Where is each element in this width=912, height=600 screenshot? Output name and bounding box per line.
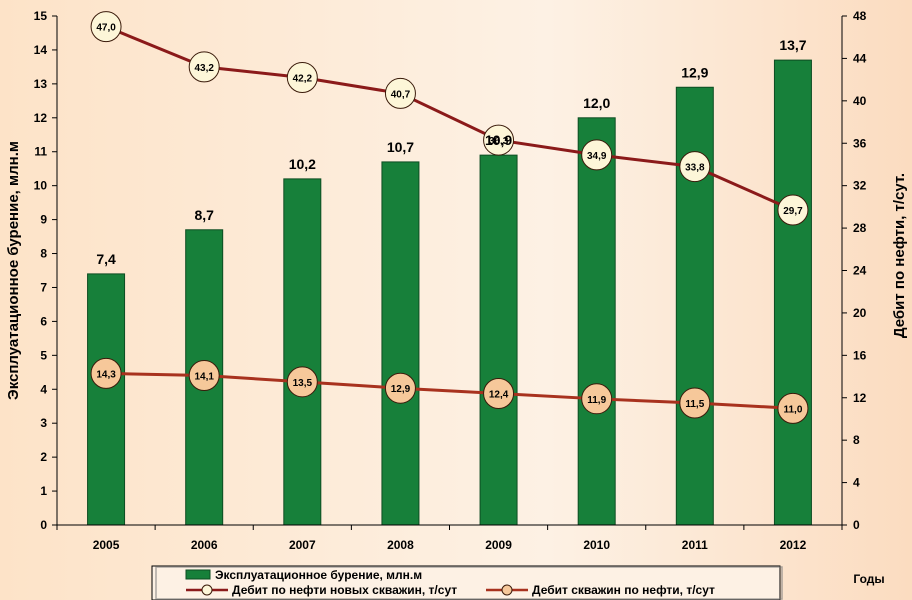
- line-data-label: 12,4: [489, 390, 509, 401]
- y-tick-label-right: 32: [853, 179, 867, 193]
- bar: [577, 117, 616, 526]
- legend-label-line-new: Дебит по нефти новых скважин, т/сут: [232, 583, 457, 597]
- line-point: [384, 372, 416, 404]
- y-tick-label-right: 28: [853, 221, 867, 235]
- bar-data-label: 10,2: [289, 156, 316, 172]
- y-tick-label-left: 3: [40, 416, 47, 430]
- legend-marker-new: [201, 584, 213, 596]
- y-tick-label-right: 48: [853, 9, 867, 23]
- bar-data-label: 10,9: [485, 132, 512, 148]
- y-tick-label-left: 12: [34, 111, 48, 125]
- y-tick-label-right: 0: [853, 518, 860, 532]
- line-point: [384, 77, 416, 109]
- y-tick-label-right: 36: [853, 136, 867, 150]
- bar-data-label: 8,7: [194, 207, 214, 223]
- line-data-label: 42,2: [293, 74, 313, 85]
- y-tick-label-right: 24: [853, 264, 867, 278]
- line-point: [777, 194, 809, 226]
- y-tick-label-left: 4: [40, 382, 47, 396]
- y-tick-label-right: 40: [853, 94, 867, 108]
- y-tick-label-right: 4: [853, 476, 860, 490]
- bar-data-label: 12,0: [583, 95, 610, 111]
- y-tick-label-right: 20: [853, 306, 867, 320]
- y-tick-label-left: 2: [40, 450, 47, 464]
- x-tick-label: 2010: [583, 538, 610, 552]
- y-tick-label-left: 7: [40, 280, 47, 294]
- y-tick-label-right: 8: [853, 433, 860, 447]
- y-tick-label-left: 13: [34, 77, 48, 91]
- bar: [479, 154, 518, 526]
- line-point: [581, 139, 613, 171]
- bar-data-label: 10,7: [387, 139, 414, 155]
- legend-marker-all: [501, 584, 513, 596]
- line-point: [286, 366, 318, 398]
- y-tick-label-left: 0: [40, 518, 47, 532]
- y-tick-label-left: 1: [40, 484, 47, 498]
- bar-data-label: 13,7: [779, 37, 806, 53]
- bar: [773, 59, 812, 526]
- y-tick-label-left: 10: [34, 179, 48, 193]
- line-data-label: 47,0: [96, 23, 116, 34]
- y-tick-label-left: 6: [40, 314, 47, 328]
- y-tick-label-left: 15: [34, 9, 48, 23]
- line-data-label: 13,5: [293, 378, 313, 389]
- bar: [381, 161, 420, 526]
- line-point: [483, 124, 515, 156]
- line-point: [483, 378, 515, 410]
- y-tick-label-right: 44: [853, 51, 867, 65]
- line-point: [777, 392, 809, 424]
- line-point: [286, 62, 318, 94]
- y-axis-title-left: Эксплуатационное бурение, млн.м: [5, 141, 22, 400]
- y-tick-label-left: 5: [40, 348, 47, 362]
- bar-data-label: 12,9: [681, 64, 708, 80]
- series-line-all-wells: [106, 371, 794, 410]
- legend-shadow: [155, 566, 783, 600]
- line-point: [188, 359, 220, 391]
- legend-swatch-bar: [185, 569, 211, 580]
- line-data-label: 33,8: [685, 163, 705, 174]
- line-data-label: 11,5: [685, 399, 704, 410]
- y-tick-label-right: 12: [853, 391, 867, 405]
- line-data-label: 14,3: [96, 369, 116, 380]
- series-line-new-wells: [105, 25, 794, 212]
- y-axis-title-right: Дебит по нефти, т/сут.: [891, 173, 908, 338]
- x-tick-label: 2009: [485, 538, 512, 552]
- line-data-label: 14,1: [194, 371, 214, 382]
- y-tick-label-right: 16: [853, 348, 867, 362]
- line-data-label: 34,9: [587, 151, 607, 162]
- x-tick-label: 2008: [387, 538, 414, 552]
- x-tick-label: 2005: [93, 538, 120, 552]
- line-data-label: 43,2: [194, 63, 214, 74]
- legend-label-bar: Эксплуатационное бурение, млн.м: [215, 568, 422, 582]
- y-tick-label-left: 14: [34, 43, 48, 57]
- legend-box: [151, 565, 781, 600]
- y-tick-label-left: 9: [40, 213, 47, 227]
- line-data-label: 12,9: [391, 384, 411, 395]
- bar: [87, 273, 126, 526]
- y-tick-label-left: 8: [40, 247, 47, 261]
- line-data-label: 40,7: [391, 89, 411, 100]
- line-data-label: 36,3: [489, 136, 509, 147]
- x-tick-label: 2006: [191, 538, 218, 552]
- line-point: [679, 387, 711, 419]
- x-tick-label: 2007: [289, 538, 316, 552]
- line-point: [90, 357, 122, 389]
- line-data-label: 11,0: [783, 404, 802, 415]
- line-point: [188, 51, 220, 83]
- line-point: [581, 383, 613, 415]
- line-point: [90, 11, 122, 43]
- line-data-label: 11,9: [587, 395, 606, 406]
- bar-data-label: 7,4: [96, 251, 116, 267]
- x-tick-label: 2012: [780, 538, 807, 552]
- legend-label-line-all: Дебит скважин по нефти, т/сут: [532, 583, 715, 597]
- y-tick-label-left: 11: [34, 145, 47, 159]
- bar: [283, 178, 322, 526]
- x-tick-label: 2011: [682, 538, 708, 552]
- x-axis-title: Годы: [853, 572, 884, 586]
- line-point: [679, 151, 711, 183]
- line-data-label: 29,7: [783, 206, 803, 217]
